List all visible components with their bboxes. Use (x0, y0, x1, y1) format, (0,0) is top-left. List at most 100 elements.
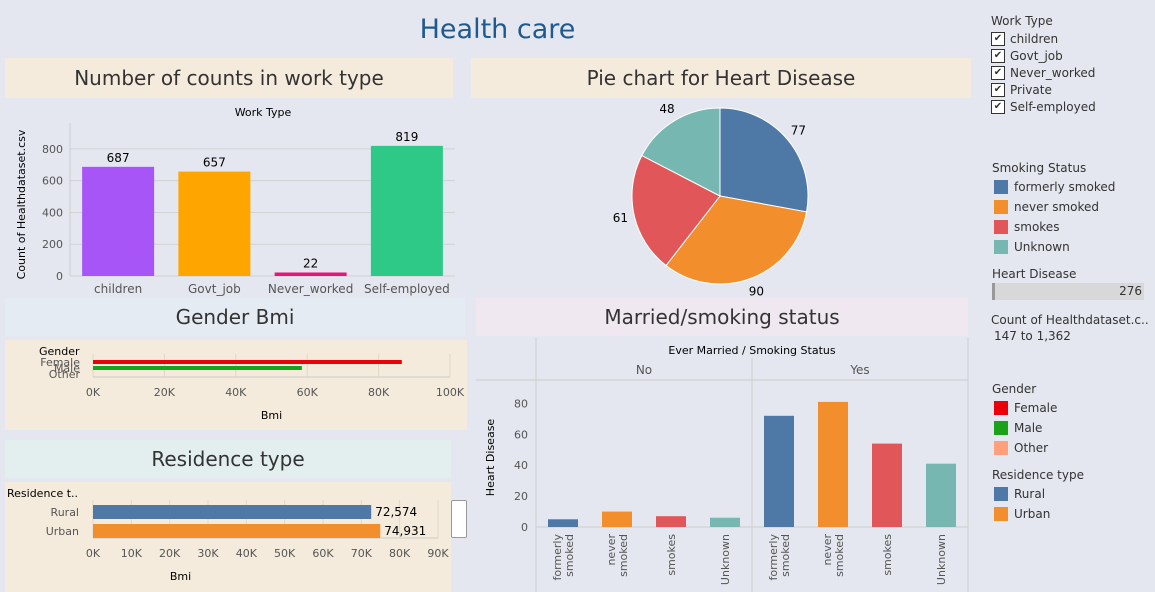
smoking-status-legend: Smoking Status formerly smoked never smo… (992, 161, 1152, 257)
x-tick-label: 20K (159, 547, 181, 560)
heart-disease-filter: Heart Disease 276 (992, 267, 1144, 300)
y-tick-label: 0 (56, 270, 63, 283)
x-tick-label: 0K (86, 386, 101, 399)
checkbox-checked-icon[interactable]: ✔ (991, 82, 1005, 97)
category-label: Male (54, 362, 80, 375)
residence-legend: Residence type Rural Urban (992, 468, 1152, 524)
checkbox-checked-icon[interactable]: ✔ (991, 31, 1005, 46)
chart-title: Ever Married / Smoking Status (668, 344, 835, 357)
x-tick-label: 100K (436, 386, 465, 399)
x-tick-label: 90K (427, 547, 449, 560)
legend-swatch (994, 200, 1008, 214)
legend-item-smokes[interactable]: smokes (992, 217, 1152, 237)
y-axis-label: Heart Disease (484, 419, 497, 497)
scrollbar-handle[interactable] (451, 500, 467, 538)
bar (872, 443, 902, 527)
x-tick-label: 70K (351, 547, 373, 560)
filter-item-children[interactable]: ✔ children (991, 30, 1151, 47)
checkbox-checked-icon[interactable]: ✔ (991, 99, 1005, 114)
x-tick-label: Govt_job (188, 282, 241, 296)
category-label: Urban (46, 525, 79, 538)
bar (370, 145, 443, 276)
x-tick-label: Unknown (719, 534, 732, 585)
pie-slice (641, 107, 721, 197)
x-tick-label: 50K (274, 547, 296, 560)
data-label: 72,574 (375, 505, 417, 519)
work-type-filter-header: Work Type (991, 14, 1053, 28)
group-label: No (636, 363, 652, 377)
x-tick-label: 80K (389, 547, 411, 560)
slice-label: 90 (749, 284, 764, 298)
y-tick-label: 0 (521, 521, 528, 534)
gender-bmi-chart: Gender 0K 20K 40K 60K 80K 100K Bmi FemaleMaleOth… (39, 345, 465, 422)
x-tick-label: 0K (86, 547, 101, 560)
filter-item-govt-job[interactable]: ✔ Govt_job (991, 47, 1151, 64)
legend-item-female[interactable]: Female (992, 398, 1152, 418)
legend-item-formerly-smoked[interactable]: formerly smoked (992, 177, 1152, 197)
x-tick-label: 30K (197, 547, 219, 560)
dashboard-title: Health care (419, 14, 576, 45)
gender-legend-header: Gender (992, 382, 1037, 396)
data-label: 657 (203, 156, 226, 170)
bar (82, 166, 155, 276)
category-label: Other (49, 368, 81, 381)
heart-disease-filter-header: Heart Disease (992, 267, 1077, 281)
legend-item-unknown[interactable]: Unknown (992, 237, 1152, 257)
slice-label: 48 (659, 102, 674, 116)
work-type-filter: Work Type ✔ children ✔ Govt_job ✔ Never_wor… (991, 14, 1151, 115)
x-tick-label: 60K (297, 386, 319, 399)
y-tick-label: 20 (514, 490, 528, 503)
legend-item-urban[interactable]: Urban (992, 504, 1152, 524)
y-tick-label: 80 (514, 397, 528, 410)
legend-item-other[interactable]: Other (992, 438, 1152, 458)
worktype-panel-title: Number of counts in work type (5, 58, 453, 98)
legend-item-male[interactable]: Male (992, 418, 1152, 438)
count-legend: Count of Healthdataset.c.. 147 to 1,362 (991, 313, 1151, 343)
data-label: 819 (395, 130, 418, 144)
group-label: Yes (849, 363, 869, 377)
bar (93, 366, 302, 370)
residence-bmi-chart: Residence t.. 0K 10K 20K 30K 40K 50K 60K 70K 80K 9… (7, 487, 449, 583)
legend-item-never-smoked[interactable]: never smoked (992, 197, 1152, 217)
bar (93, 524, 381, 538)
checkbox-checked-icon[interactable]: ✔ (991, 48, 1005, 63)
x-tick-label: 20K (154, 386, 176, 399)
x-tick-label: smoked (617, 534, 630, 577)
x-tick-label: 40K (236, 547, 258, 560)
x-tick-label: never (821, 534, 834, 566)
legend-swatch (994, 180, 1008, 194)
bar (274, 272, 347, 276)
x-tick-label: smoked (779, 534, 792, 577)
filter-item-self-employed[interactable]: ✔ Self-employed (991, 98, 1151, 115)
y-tick-label: 40 (514, 459, 528, 472)
x-axis-label: Bmi (261, 409, 282, 422)
bar (656, 516, 686, 527)
filter-item-never-worked[interactable]: ✔ Never_worked (991, 64, 1151, 81)
x-tick-label: 40K (225, 386, 247, 399)
filter-item-private[interactable]: ✔ Private (991, 81, 1151, 98)
heart-disease-slider-value: 276 (1119, 284, 1142, 298)
legend-swatch (994, 507, 1008, 521)
x-tick-label: Unknown (935, 534, 948, 585)
y-tick-label: 200 (42, 238, 63, 251)
bar (548, 519, 578, 527)
gender-legend: Gender Female Male Other (992, 382, 1152, 458)
heart-disease-slider[interactable]: 276 (992, 283, 1144, 300)
x-tick-label: Self-employed (364, 282, 450, 296)
bar (764, 415, 794, 527)
gender-panel-title: Gender Bmi (5, 298, 465, 336)
slice-label: 61 (613, 211, 628, 225)
legend-swatch (994, 421, 1008, 435)
checkbox-checked-icon[interactable]: ✔ (991, 65, 1005, 80)
x-tick-label: smokes (881, 534, 894, 576)
x-tick-label: smokes (665, 534, 678, 576)
legend-swatch (994, 441, 1008, 455)
legend-swatch (994, 487, 1008, 501)
x-tick-label: 80K (368, 386, 390, 399)
legend-item-rural[interactable]: Rural (992, 484, 1152, 504)
x-axis-label: Bmi (170, 570, 191, 583)
x-tick-label: never (605, 534, 618, 566)
category-header: Residence t.. (7, 487, 78, 500)
x-tick-label: 10K (121, 547, 143, 560)
data-label: 74,931 (384, 524, 426, 538)
